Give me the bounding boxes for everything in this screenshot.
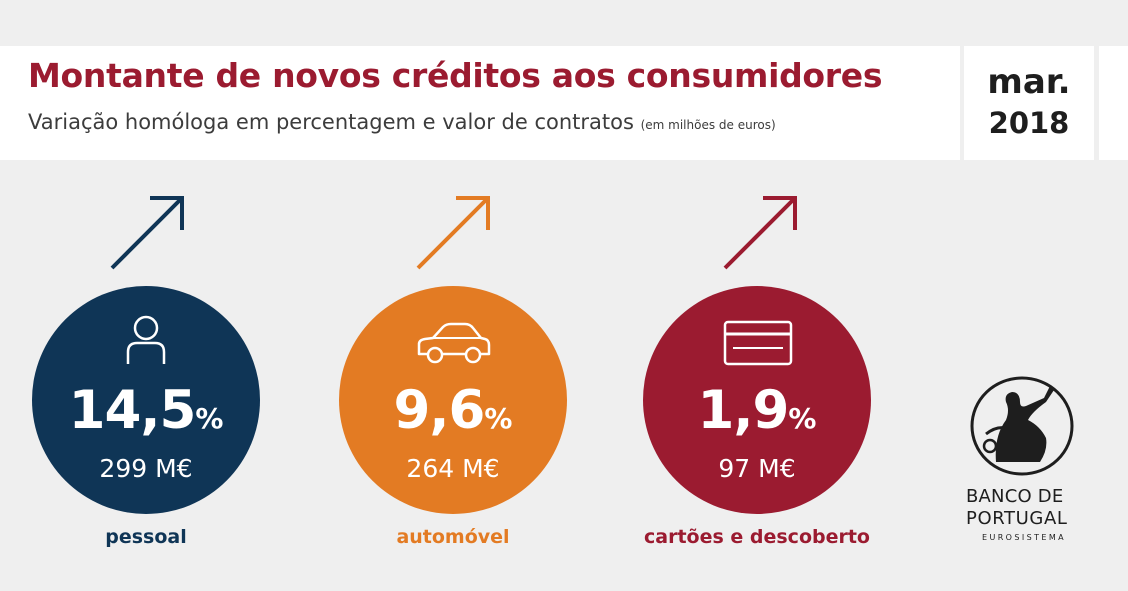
amount-value: 299 M€ (99, 454, 193, 483)
page-subtitle: Variação homóloga em percentagem e valor… (28, 110, 776, 134)
category-circle-cartoes: 1,9% 97 M€ (643, 286, 871, 514)
subtitle-note: (em milhões de euros) (640, 118, 776, 132)
subtitle-text: Variação homóloga em percentagem e valor… (28, 110, 634, 134)
bank-name-line2: PORTUGAL (966, 508, 1068, 529)
category-label: automóvel (396, 526, 510, 548)
banco-de-portugal-seal-icon (970, 376, 1074, 476)
bank-name-line3: EUROSISTEMA (982, 533, 1066, 542)
up-arrow-icon (723, 196, 797, 270)
car-icon (417, 322, 491, 364)
bank-name-line1: BANCO DE (966, 486, 1064, 507)
category-circle-pessoal: 14,5% 299 M€ (32, 286, 260, 514)
date-month: mar. (987, 62, 1071, 102)
category-circle-automovel: 9,6% 264 M€ (339, 286, 567, 514)
header-edge-panel (1099, 46, 1128, 160)
category-label: pessoal (105, 526, 187, 548)
amount-value: 264 M€ (406, 454, 500, 483)
page-title: Montante de novos créditos aos consumido… (28, 56, 883, 95)
title-box: Montante de novos créditos aos consumido… (0, 46, 960, 160)
percent-sign: % (788, 402, 817, 435)
percent-number: 9,6 (393, 380, 486, 441)
date-box: mar. 2018 (964, 46, 1094, 160)
percent-sign: % (484, 402, 513, 435)
percent-value: 14,5% (32, 384, 260, 437)
percent-number: 1,9 (697, 380, 790, 441)
person-icon (126, 315, 166, 364)
up-arrow-icon (110, 196, 184, 270)
percent-value: 1,9% (643, 384, 871, 437)
percent-number: 14,5 (68, 380, 197, 441)
credit-card-icon (723, 320, 793, 366)
up-arrow-icon (416, 196, 490, 270)
category-label: cartões e descoberto (643, 526, 870, 548)
percent-sign: % (195, 402, 224, 435)
percent-value: 9,6% (339, 384, 567, 437)
amount-value: 97 M€ (718, 454, 796, 483)
date-year: 2018 (988, 106, 1070, 140)
